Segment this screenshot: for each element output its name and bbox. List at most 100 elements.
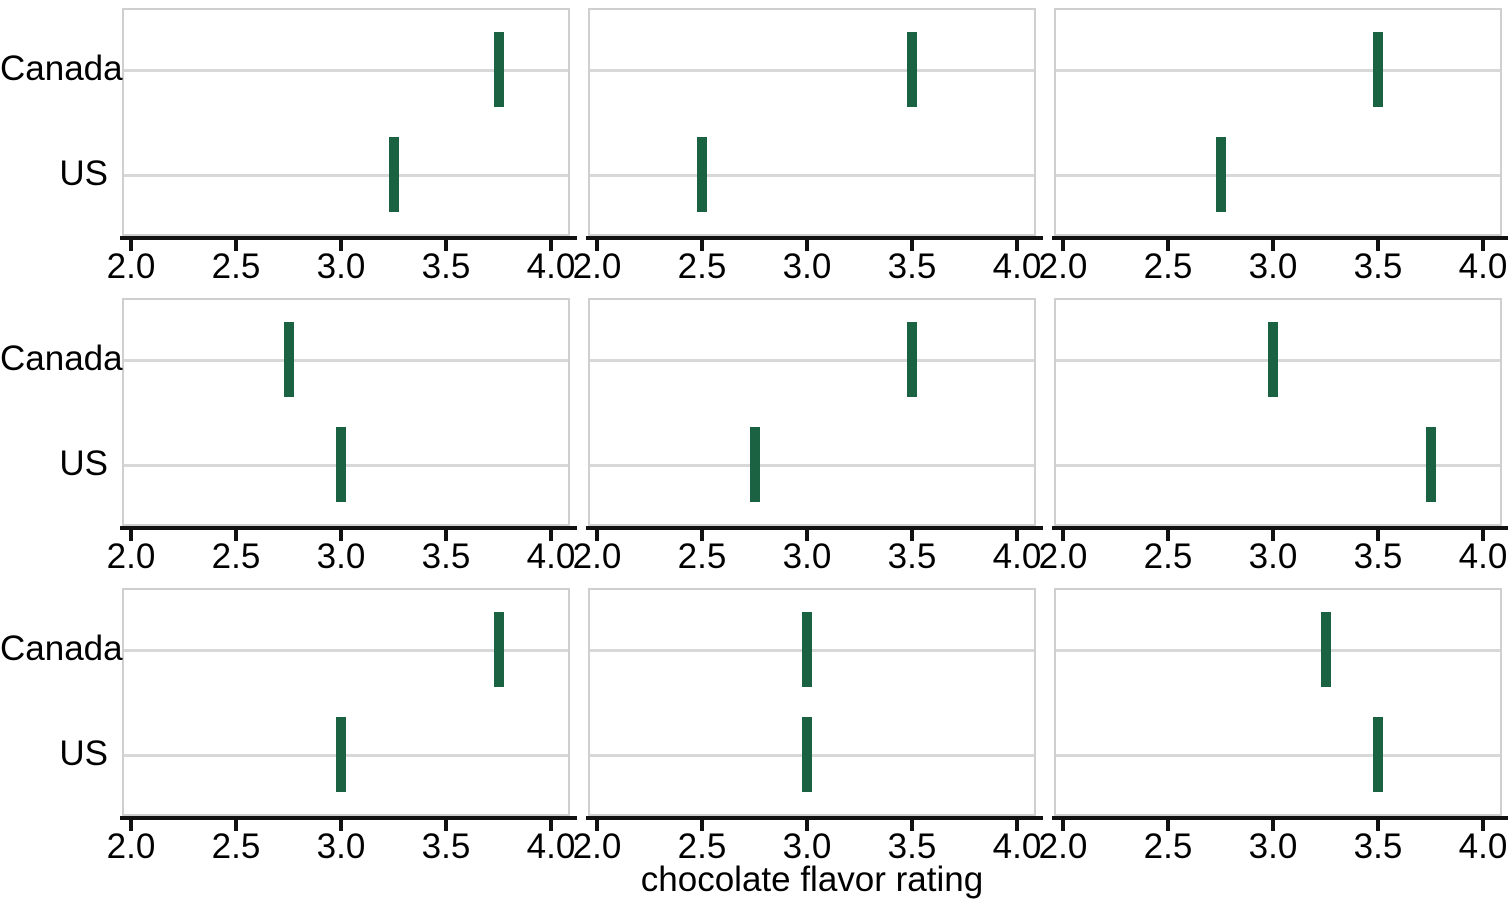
x-axis-tick bbox=[1376, 530, 1380, 541]
category-gridline-us bbox=[124, 754, 568, 757]
y-category-label-us: US bbox=[59, 154, 108, 193]
x-axis-tick bbox=[339, 240, 343, 251]
x-axis-tick bbox=[1061, 530, 1065, 541]
x-axis-line bbox=[586, 526, 1043, 530]
x-axis-tick bbox=[1376, 820, 1380, 831]
x-tick-label: 3.5 bbox=[1353, 537, 1403, 576]
interval-mark-canada bbox=[1268, 321, 1278, 397]
x-axis-tick bbox=[805, 820, 809, 831]
x-axis-tick bbox=[129, 820, 133, 831]
x-tick-label: 4.0 bbox=[1458, 247, 1508, 286]
interval-mark-us bbox=[1215, 136, 1226, 212]
x-axis-line bbox=[1052, 236, 1508, 240]
x-tick-label: 2.5 bbox=[211, 537, 261, 576]
x-axis-tick bbox=[549, 240, 553, 251]
x-axis-tick bbox=[129, 240, 133, 251]
x-axis-tick bbox=[1271, 240, 1275, 251]
facet-panel-r1c1 bbox=[122, 8, 570, 236]
x-axis-tick bbox=[595, 820, 599, 831]
x-tick-label: 3.5 bbox=[421, 537, 471, 576]
x-axis-tick bbox=[444, 820, 448, 831]
category-gridline-canada bbox=[590, 649, 1034, 652]
interval-mark-us bbox=[697, 136, 707, 212]
category-gridline-canada bbox=[124, 69, 568, 72]
interval-mark-canada bbox=[1373, 31, 1383, 107]
x-axis-line bbox=[1052, 526, 1508, 530]
x-tick-label: 3.0 bbox=[1248, 247, 1298, 286]
x-axis-tick bbox=[1166, 240, 1170, 251]
interval-mark-us bbox=[336, 716, 346, 792]
x-tick-label: 3.5 bbox=[421, 247, 471, 286]
category-gridline-us bbox=[1056, 754, 1500, 757]
x-axis-line bbox=[120, 526, 577, 530]
x-axis-tick bbox=[1166, 530, 1170, 541]
x-axis-tick bbox=[1271, 530, 1275, 541]
x-axis-tick bbox=[910, 240, 914, 251]
category-gridline-us bbox=[590, 754, 1034, 757]
interval-mark-us bbox=[388, 136, 399, 212]
x-tick-label: 3.0 bbox=[782, 537, 832, 576]
x-axis-line bbox=[586, 236, 1043, 240]
x-axis-tick bbox=[805, 240, 809, 251]
interval-mark-canada bbox=[493, 31, 504, 107]
x-axis-tick bbox=[549, 820, 553, 831]
x-tick-label: 2.5 bbox=[1143, 247, 1193, 286]
x-tick-label: 2.0 bbox=[572, 247, 622, 286]
interval-mark-canada bbox=[493, 611, 504, 687]
x-tick-label: 3.5 bbox=[887, 537, 937, 576]
x-axis-tick bbox=[1061, 820, 1065, 831]
category-gridline-us bbox=[590, 464, 1034, 467]
category-gridline-us bbox=[590, 174, 1034, 177]
x-axis-tick bbox=[805, 530, 809, 541]
x-tick-label: 3.0 bbox=[782, 827, 832, 866]
x-axis-tick bbox=[910, 820, 914, 831]
x-tick-label: 3.0 bbox=[782, 247, 832, 286]
interval-mark-canada bbox=[802, 611, 812, 687]
x-axis-line bbox=[586, 816, 1043, 820]
x-axis-tick bbox=[339, 820, 343, 831]
x-tick-label: 4.0 bbox=[1458, 537, 1508, 576]
x-tick-label: 3.5 bbox=[1353, 827, 1403, 866]
y-category-label-canada: Canada bbox=[0, 339, 123, 378]
x-axis-tick bbox=[1481, 820, 1485, 831]
category-gridline-us bbox=[124, 174, 568, 177]
category-gridline-canada bbox=[1056, 359, 1500, 362]
x-tick-label: 2.5 bbox=[677, 537, 727, 576]
x-tick-label: 2.5 bbox=[677, 247, 727, 286]
y-category-label-us: US bbox=[59, 444, 108, 483]
x-tick-label: 2.0 bbox=[1038, 827, 1088, 866]
x-axis-line bbox=[120, 816, 577, 820]
x-tick-label: 4.0 bbox=[992, 827, 1042, 866]
x-axis-tick bbox=[1481, 530, 1485, 541]
x-tick-label: 2.5 bbox=[677, 827, 727, 866]
x-axis-tick bbox=[1481, 240, 1485, 251]
x-tick-label: 2.0 bbox=[106, 247, 156, 286]
facet-panel-r2c1 bbox=[122, 298, 570, 526]
x-tick-label: 2.5 bbox=[1143, 537, 1193, 576]
x-axis-tick bbox=[1166, 820, 1170, 831]
x-axis-tick bbox=[700, 820, 704, 831]
facet-panel-r3c2 bbox=[588, 588, 1036, 816]
x-tick-label: 2.5 bbox=[211, 247, 261, 286]
x-axis-tick bbox=[1015, 530, 1019, 541]
facet-panel-r1c3 bbox=[1054, 8, 1502, 236]
y-category-label-canada: Canada bbox=[0, 49, 123, 88]
facet-panel-r2c3 bbox=[1054, 298, 1502, 526]
x-tick-label: 2.5 bbox=[211, 827, 261, 866]
facet-panel-r3c1 bbox=[122, 588, 570, 816]
x-tick-label: 2.5 bbox=[1143, 827, 1193, 866]
x-axis-tick bbox=[700, 530, 704, 541]
x-tick-label: 4.0 bbox=[526, 247, 576, 286]
x-axis-tick bbox=[444, 530, 448, 541]
interval-mark-canada bbox=[907, 31, 917, 107]
category-gridline-canada bbox=[590, 359, 1034, 362]
x-axis-tick bbox=[234, 820, 238, 831]
y-category-label-us: US bbox=[59, 734, 108, 773]
x-axis-tick bbox=[1271, 820, 1275, 831]
x-tick-label: 3.5 bbox=[1353, 247, 1403, 286]
facet-panel-r3c3 bbox=[1054, 588, 1502, 816]
interval-mark-canada bbox=[283, 321, 294, 397]
x-tick-label: 3.0 bbox=[316, 247, 366, 286]
x-tick-label: 4.0 bbox=[526, 537, 576, 576]
